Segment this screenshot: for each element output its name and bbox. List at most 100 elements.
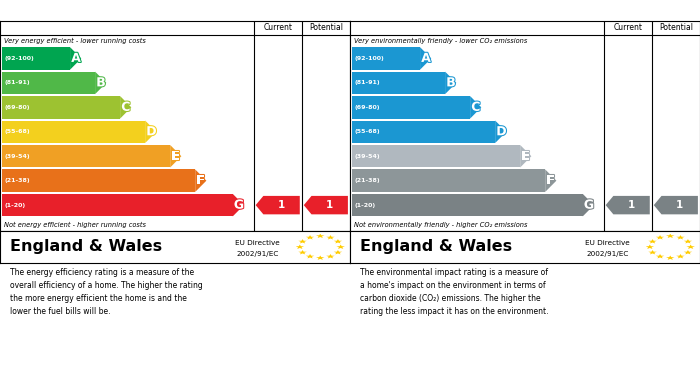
Text: E: E: [522, 150, 530, 163]
Polygon shape: [326, 235, 335, 239]
Bar: [351, 47, 420, 70]
Text: F: F: [196, 174, 205, 187]
Polygon shape: [666, 256, 675, 260]
Polygon shape: [676, 235, 685, 239]
Bar: [1, 72, 95, 94]
Polygon shape: [298, 239, 307, 244]
Polygon shape: [648, 250, 657, 255]
Bar: [1, 194, 232, 216]
Polygon shape: [145, 120, 156, 143]
Text: (1-20): (1-20): [4, 203, 25, 208]
Polygon shape: [684, 250, 692, 255]
Polygon shape: [582, 194, 594, 216]
Text: (92-100): (92-100): [354, 56, 384, 61]
Polygon shape: [648, 239, 657, 244]
Text: B: B: [96, 76, 106, 90]
Text: Potential: Potential: [659, 23, 693, 32]
Polygon shape: [470, 96, 482, 118]
Polygon shape: [195, 169, 206, 192]
Polygon shape: [70, 47, 81, 70]
Polygon shape: [304, 196, 348, 214]
Text: EU Directive: EU Directive: [585, 240, 629, 246]
Bar: [1, 96, 120, 118]
Polygon shape: [298, 250, 307, 255]
Text: D: D: [146, 125, 157, 138]
Text: A: A: [71, 52, 80, 65]
Polygon shape: [326, 254, 335, 258]
Polygon shape: [170, 145, 181, 167]
Text: 2002/91/EC: 2002/91/EC: [236, 251, 279, 257]
Polygon shape: [445, 72, 456, 94]
Polygon shape: [306, 235, 314, 239]
Text: (55-68): (55-68): [354, 129, 380, 134]
Polygon shape: [656, 254, 664, 258]
Text: Current: Current: [263, 23, 292, 32]
Polygon shape: [687, 245, 695, 249]
Text: 2002/91/EC: 2002/91/EC: [586, 251, 629, 257]
Text: 1: 1: [277, 200, 285, 210]
Text: (39-54): (39-54): [354, 154, 380, 159]
Text: Environmental Impact (CO₂) Rating: Environmental Impact (CO₂) Rating: [357, 3, 589, 16]
Polygon shape: [120, 96, 132, 118]
Text: (21-38): (21-38): [354, 178, 380, 183]
Polygon shape: [656, 235, 664, 239]
Text: Not environmentally friendly - higher CO₂ emissions: Not environmentally friendly - higher CO…: [354, 222, 527, 228]
Bar: [351, 145, 520, 167]
Text: B: B: [446, 76, 456, 90]
Text: England & Wales: England & Wales: [10, 240, 162, 255]
Text: A: A: [421, 52, 430, 65]
Polygon shape: [232, 194, 244, 216]
Polygon shape: [256, 196, 300, 214]
Text: Not energy efficient - higher running costs: Not energy efficient - higher running co…: [4, 222, 146, 228]
Text: Energy Efficiency Rating: Energy Efficiency Rating: [7, 3, 169, 16]
Text: 1: 1: [326, 200, 332, 210]
Text: (81-91): (81-91): [354, 81, 380, 85]
Text: F: F: [546, 174, 555, 187]
Polygon shape: [334, 250, 342, 255]
Text: (21-38): (21-38): [4, 178, 30, 183]
Polygon shape: [666, 234, 675, 238]
Polygon shape: [420, 47, 431, 70]
Bar: [351, 194, 582, 216]
Text: (69-80): (69-80): [354, 105, 379, 110]
Text: C: C: [121, 101, 130, 114]
Text: (81-91): (81-91): [4, 81, 30, 85]
Bar: [351, 72, 445, 94]
Text: Current: Current: [613, 23, 642, 32]
Polygon shape: [545, 169, 557, 192]
Text: (92-100): (92-100): [4, 56, 34, 61]
Text: 1: 1: [627, 200, 635, 210]
Polygon shape: [676, 254, 685, 258]
Text: E: E: [172, 150, 180, 163]
Polygon shape: [334, 239, 342, 244]
Text: C: C: [471, 101, 480, 114]
Polygon shape: [95, 72, 106, 94]
Text: 1: 1: [676, 200, 682, 210]
Bar: [1, 145, 170, 167]
Polygon shape: [306, 254, 314, 258]
Text: England & Wales: England & Wales: [360, 240, 512, 255]
Text: The environmental impact rating is a measure of
a home's impact on the environme: The environmental impact rating is a mea…: [360, 268, 549, 316]
Text: D: D: [496, 125, 507, 138]
Polygon shape: [684, 239, 692, 244]
Text: The energy efficiency rating is a measure of the
overall efficiency of a home. T: The energy efficiency rating is a measur…: [10, 268, 203, 316]
Polygon shape: [337, 245, 345, 249]
Polygon shape: [495, 120, 506, 143]
Text: (69-80): (69-80): [4, 105, 29, 110]
Text: Very environmentally friendly - lower CO₂ emissions: Very environmentally friendly - lower CO…: [354, 38, 527, 44]
Bar: [1, 169, 195, 192]
Text: (1-20): (1-20): [354, 203, 375, 208]
Text: Potential: Potential: [309, 23, 343, 32]
Polygon shape: [654, 196, 698, 214]
Polygon shape: [645, 245, 654, 249]
Polygon shape: [316, 234, 325, 238]
Text: G: G: [584, 199, 594, 212]
Bar: [1, 120, 145, 143]
Bar: [351, 169, 545, 192]
Bar: [1, 47, 70, 70]
Text: EU Directive: EU Directive: [235, 240, 279, 246]
Polygon shape: [295, 245, 304, 249]
Bar: [351, 96, 470, 118]
Text: G: G: [234, 199, 244, 212]
Text: Very energy efficient - lower running costs: Very energy efficient - lower running co…: [4, 38, 146, 44]
